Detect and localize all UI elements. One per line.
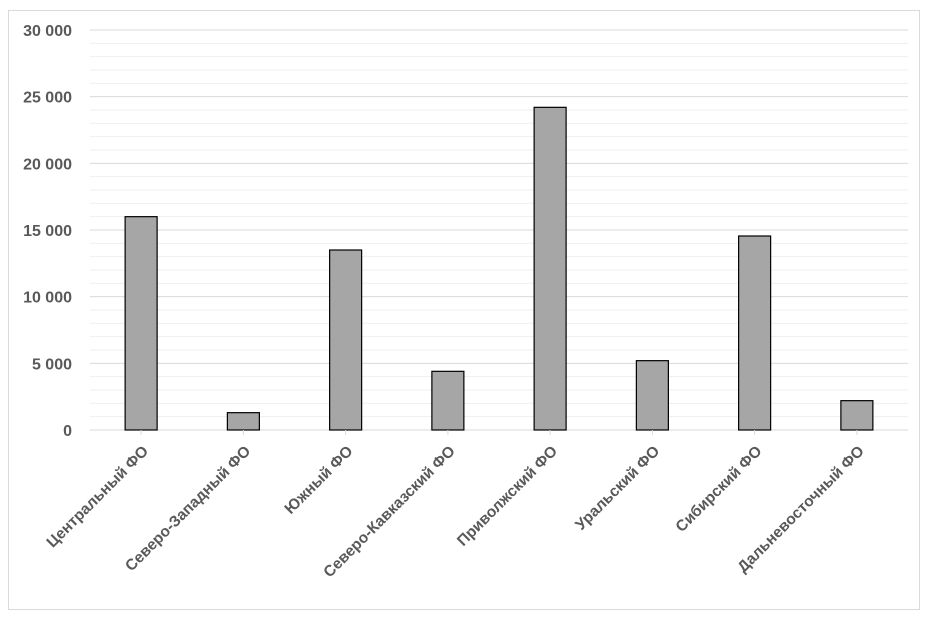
y-tick-label: 30 000 [23,23,72,40]
y-tick-label: 10 000 [23,290,72,307]
category-label: Приволжский ФО [454,443,561,550]
y-tick-label: 25 000 [23,90,72,107]
category-label: Южный ФО [282,443,357,518]
bar [124,216,158,431]
bar [226,412,260,431]
bar [840,400,874,431]
y-tick-label: 20 000 [23,156,72,173]
y-tick-label: 15 000 [23,223,72,240]
bar [738,235,772,431]
category-label: Сибирский ФО [673,443,766,536]
y-tick-label: 5 000 [32,356,72,373]
category-label: Уральский ФО [572,443,663,534]
bar [329,249,363,431]
bar [431,370,465,431]
bar [635,360,669,431]
y-tick-label: 0 [63,423,72,440]
category-label: Центральный ФО [44,443,152,551]
bar [533,106,567,431]
